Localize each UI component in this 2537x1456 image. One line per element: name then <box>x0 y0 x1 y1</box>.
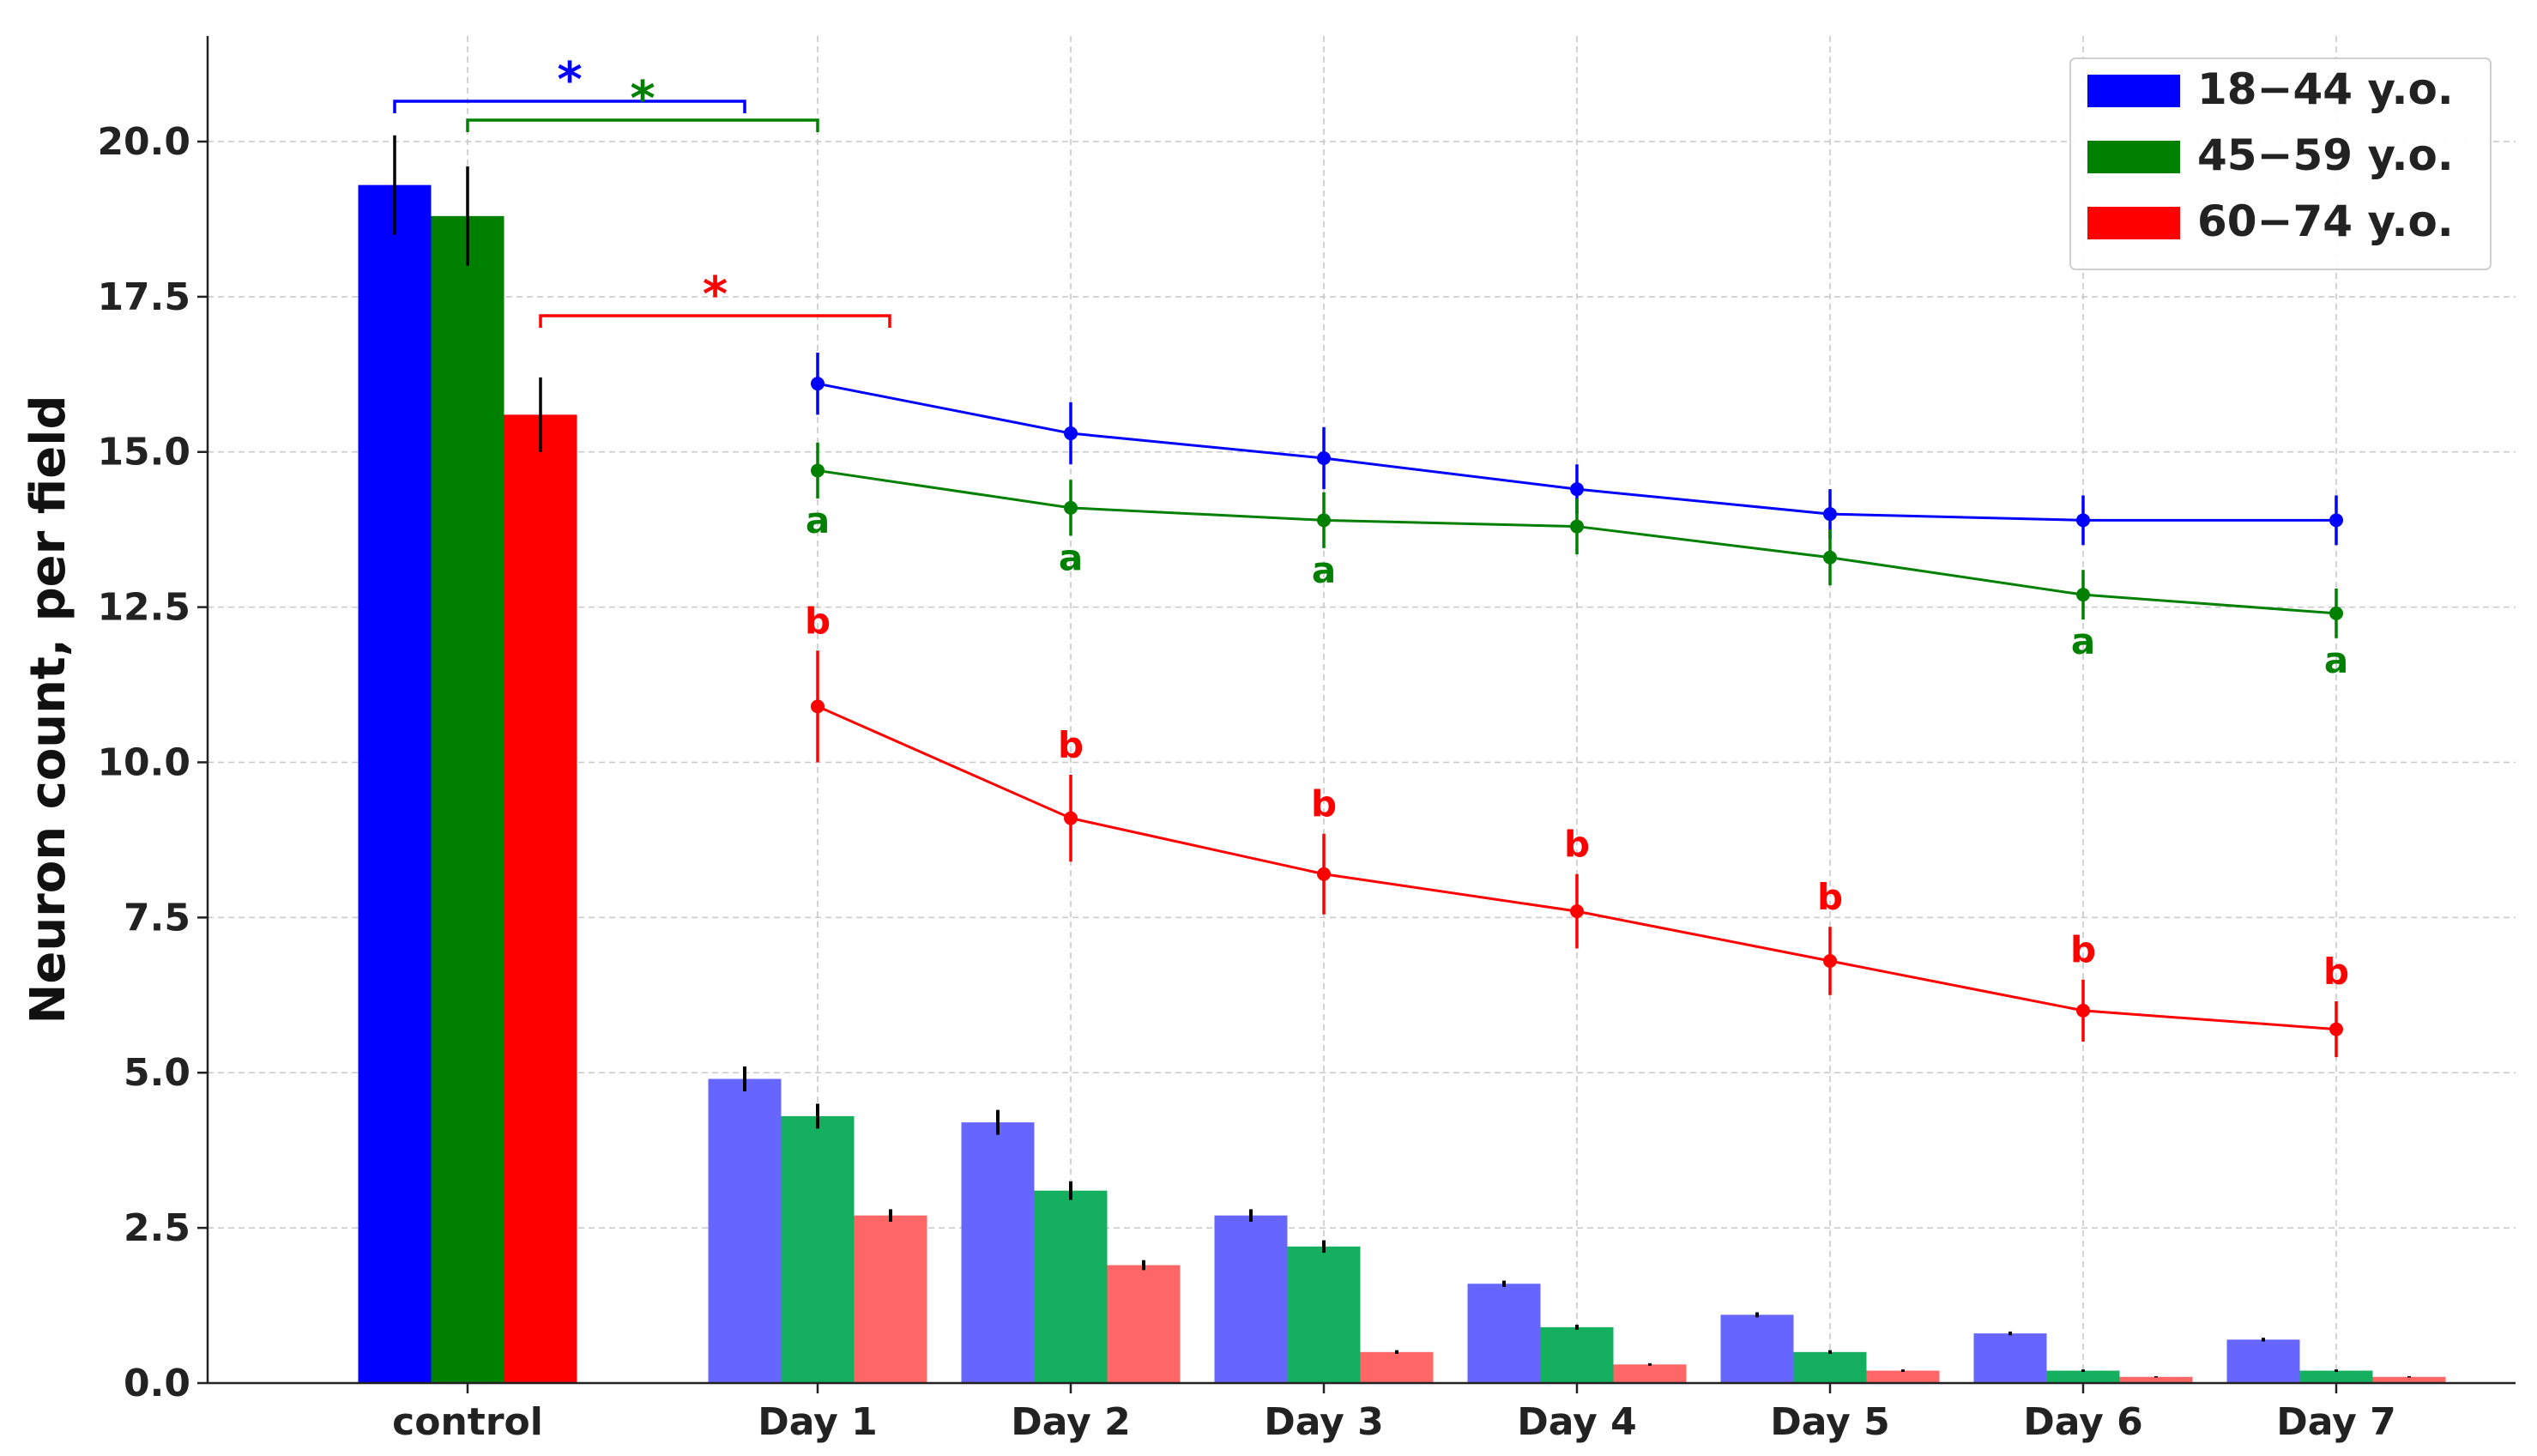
bar <box>1613 1364 1687 1383</box>
significance-letter: a <box>1312 549 1336 591</box>
data-point <box>1823 507 1837 522</box>
significance-star: * <box>703 267 728 323</box>
bar <box>1034 1190 1108 1383</box>
x-tick-label: Day 1 <box>758 1400 877 1444</box>
data-point <box>811 377 825 391</box>
significance-letter: b <box>1817 876 1843 918</box>
bar <box>1107 1265 1181 1383</box>
y-tick-label: 20.0 <box>97 120 190 164</box>
data-point <box>1570 904 1584 919</box>
significance-letter: a <box>1059 536 1083 578</box>
x-tick-label: Day 7 <box>2276 1400 2395 1444</box>
data-point <box>811 463 825 478</box>
data-point <box>1823 550 1837 565</box>
data-point <box>2329 606 2343 620</box>
data-point <box>1317 867 1331 881</box>
data-point <box>811 699 825 714</box>
data-point <box>1570 482 1584 497</box>
legend-swatch <box>2087 207 2180 239</box>
grid-lines <box>208 36 2516 1384</box>
data-point <box>2076 1003 2090 1018</box>
y-tick-label: 15.0 <box>97 431 190 474</box>
bar <box>2226 1339 2300 1383</box>
x-tick-label: Day 2 <box>1011 1400 1130 1444</box>
bar <box>1866 1370 1940 1383</box>
bar <box>2372 1376 2446 1383</box>
bar <box>2119 1376 2193 1383</box>
significance-letter: b <box>1564 824 1590 866</box>
significance-bracket <box>466 118 819 132</box>
data-point <box>1823 954 1837 969</box>
axes: 0.0 2.5 5.0 7.5 10.0 12.5 15.0 17.5 20.0 control D… <box>97 36 2516 1444</box>
legend-label: 45−59 y.o. <box>2197 130 2454 180</box>
data-point <box>2329 1022 2343 1036</box>
y-tick-label: 10.0 <box>97 740 190 784</box>
data-point <box>1317 450 1331 465</box>
significance-star: * <box>630 71 655 127</box>
significance-bracket <box>393 100 746 113</box>
significance-letter: b <box>2070 929 2096 971</box>
x-tick-label: Day 3 <box>1264 1400 1383 1444</box>
bar <box>708 1078 782 1383</box>
bar <box>1467 1284 1541 1383</box>
bar <box>504 414 577 1383</box>
legend-label: 60−74 y.o. <box>2197 196 2454 246</box>
bar <box>1793 1351 1867 1383</box>
data-point <box>1064 426 1078 441</box>
significance-star: * <box>557 52 582 108</box>
y-tick-label: 12.5 <box>97 586 190 630</box>
bar <box>431 215 504 1383</box>
significance-letter: b <box>1058 724 1084 766</box>
y-tick-label: 2.5 <box>124 1206 190 1250</box>
series-line <box>817 705 2337 1031</box>
data-point <box>1064 811 1078 825</box>
data-point <box>1064 500 1078 515</box>
legend-label: 18−44 y.o. <box>2197 64 2454 114</box>
bar <box>2046 1370 2120 1383</box>
y-tick-label: 0.0 <box>124 1362 190 1405</box>
bar <box>961 1122 1035 1383</box>
data-point <box>1570 519 1584 534</box>
y-tick-label: 17.5 <box>97 275 190 319</box>
y-tick-label: 7.5 <box>124 896 190 939</box>
x-tick-label: control <box>392 1400 543 1444</box>
bar <box>1973 1333 2047 1383</box>
legend: 18−44 y.o. 45−59 y.o. 60−74 y.o. <box>2069 57 2492 270</box>
significance-letter: b <box>2323 951 2349 993</box>
x-tick-label: Day 6 <box>2023 1400 2142 1444</box>
significance-brackets: * * * <box>393 52 891 328</box>
significance-letter: a <box>2324 639 2348 681</box>
data-point <box>2076 588 2090 602</box>
bar <box>1287 1246 1361 1383</box>
data-point <box>2329 513 2343 528</box>
x-tick-label: Day 5 <box>1770 1400 1889 1444</box>
bar <box>1214 1215 1288 1383</box>
significance-letter: a <box>2071 620 2095 662</box>
legend-swatch <box>2087 75 2180 107</box>
y-axis-label: Neuron count, per field <box>21 395 76 1024</box>
significance-letter: a <box>806 499 830 541</box>
legend-swatch <box>2087 141 2180 173</box>
bar <box>854 1215 927 1383</box>
significance-letter: b <box>1311 783 1337 825</box>
bar <box>2299 1370 2373 1383</box>
bar <box>358 184 432 1384</box>
bars <box>358 135 2446 1384</box>
y-tick-label: 5.0 <box>124 1051 190 1095</box>
x-tick-label: Day 4 <box>1517 1400 1636 1444</box>
bar <box>1540 1326 1614 1383</box>
line-series: a a a a a b b b b b b b <box>805 352 2349 1058</box>
significance-bracket <box>539 314 891 328</box>
bar <box>781 1115 855 1383</box>
bar <box>1720 1314 1794 1383</box>
bar <box>1360 1351 1434 1383</box>
data-point <box>1317 513 1331 528</box>
significance-letter: b <box>805 600 831 642</box>
data-point <box>2076 513 2090 528</box>
